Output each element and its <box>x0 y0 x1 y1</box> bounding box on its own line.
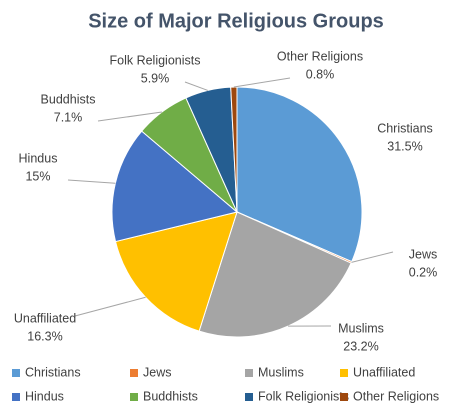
legend-label: Folk Religionists <box>258 389 349 403</box>
leader-line <box>233 77 291 88</box>
data-label-name: Folk Religionists <box>109 53 200 67</box>
legend-label: Other Religions <box>353 389 439 403</box>
leader-line <box>351 251 394 263</box>
pie-slice <box>111 130 239 243</box>
legend-label: Christians <box>25 365 81 379</box>
pie-slice <box>236 86 363 263</box>
data-label: 5.9% <box>141 71 170 85</box>
data-label: 15% <box>25 169 50 183</box>
data-label-name: Christians <box>377 121 433 135</box>
data-label-name: Unaffiliated <box>14 311 76 325</box>
pie-slice <box>114 211 238 332</box>
leader-line <box>184 81 208 91</box>
data-label: 23.2% <box>343 339 378 353</box>
legend-swatch <box>130 393 138 401</box>
data-label: 0.8% <box>306 67 335 81</box>
legend-label: Unaffiliated <box>353 365 415 379</box>
data-label-name: Jews <box>409 247 437 261</box>
chart-title: Size of Major Religious Groups <box>88 10 384 32</box>
legend-swatch <box>340 369 348 377</box>
pie-slice <box>198 211 352 338</box>
data-label-name: Muslims <box>338 321 384 335</box>
legend-swatch <box>245 369 253 377</box>
leader-line <box>97 111 163 122</box>
data-label: 7.1% <box>54 110 83 124</box>
leader-line <box>67 179 116 184</box>
legend-swatch <box>245 393 253 401</box>
data-label-name: Other Religions <box>277 49 363 63</box>
legend-label: Jews <box>143 365 171 379</box>
legend-swatch <box>130 369 138 377</box>
data-label: 0.2% <box>409 265 438 279</box>
data-label: 31.5% <box>387 139 422 153</box>
legend-swatch <box>12 369 20 377</box>
legend-swatch <box>12 393 20 401</box>
legend-label: Buddhists <box>143 389 198 403</box>
data-label-name: Hindus <box>19 151 58 165</box>
leader-line <box>74 296 146 317</box>
legend-label: Muslims <box>258 365 304 379</box>
legend-swatch <box>340 393 348 401</box>
data-label-name: Buddhists <box>41 92 96 106</box>
data-label: 16.3% <box>27 329 62 343</box>
legend-label: Hindus <box>25 389 64 403</box>
